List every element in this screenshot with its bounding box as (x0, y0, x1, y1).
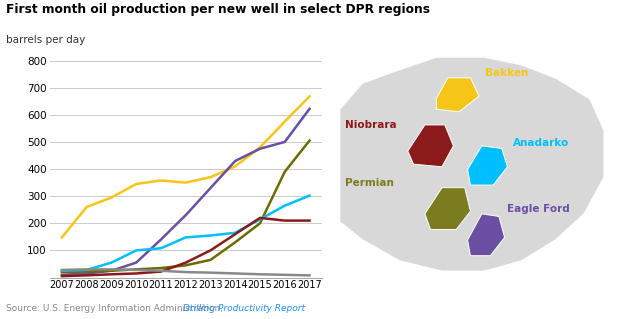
Polygon shape (436, 78, 479, 112)
Text: Eagle Ford: Eagle Ford (508, 204, 570, 214)
Polygon shape (425, 188, 470, 230)
Text: Permian: Permian (345, 178, 394, 188)
Text: Drilling Productivity Report: Drilling Productivity Report (183, 304, 305, 313)
Polygon shape (467, 214, 504, 256)
Polygon shape (339, 57, 604, 271)
Text: First month oil production per new well in select DPR regions: First month oil production per new well … (6, 3, 430, 16)
Text: Anadarko: Anadarko (513, 138, 569, 148)
Text: barrels per day: barrels per day (6, 35, 85, 45)
Text: Bakken: Bakken (485, 68, 528, 78)
Text: Niobrara: Niobrara (345, 120, 397, 130)
Text: Source: U.S. Energy Information Administration,: Source: U.S. Energy Information Administ… (6, 304, 226, 313)
Polygon shape (467, 146, 508, 185)
Polygon shape (408, 125, 453, 167)
